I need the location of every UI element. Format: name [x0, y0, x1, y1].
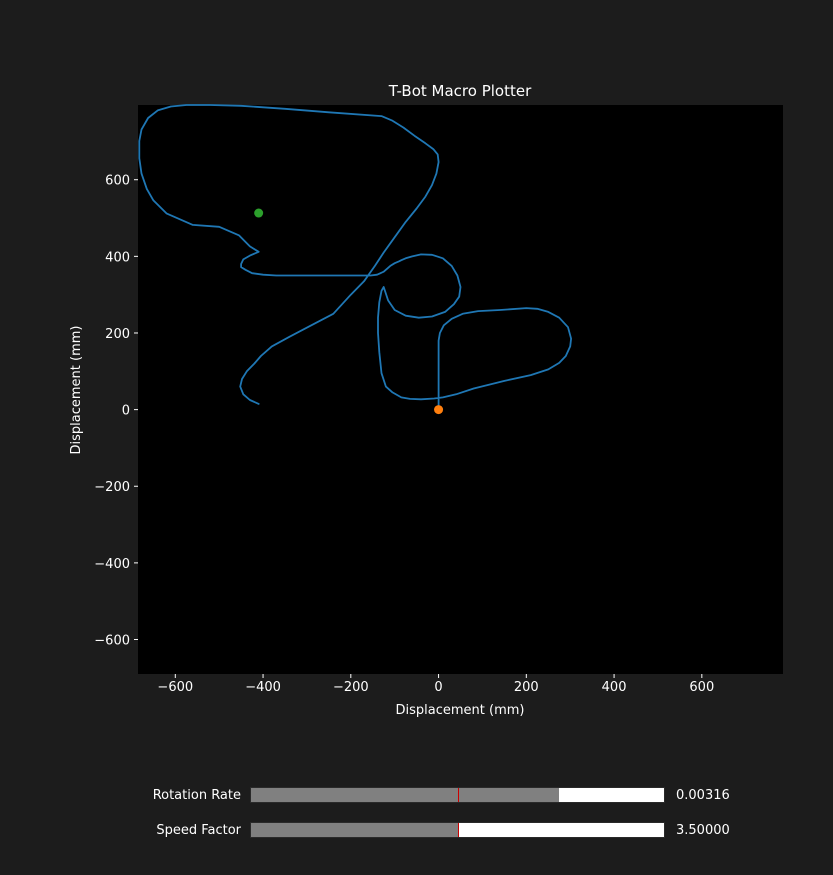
rotation-rate-slider[interactable]	[250, 787, 665, 803]
x-axis-label: Displacement (mm)	[396, 703, 525, 718]
speed-factor-slider-row: Speed Factor 3.50000	[0, 821, 833, 841]
series-layer	[138, 104, 572, 411]
y-tick-label: −600	[94, 634, 130, 649]
rotation-rate-value: 0.00316	[676, 788, 730, 803]
y-tick-label: 400	[105, 250, 130, 265]
speed-factor-value: 3.50000	[676, 823, 730, 838]
x-tick-label: −600	[157, 680, 193, 695]
end-point-marker	[254, 208, 264, 218]
rotation-rate-label: Rotation Rate	[152, 788, 241, 803]
speed-factor-slider[interactable]	[250, 822, 665, 838]
x-tick-label: −400	[245, 680, 281, 695]
rotation-rate-initial-marker	[457, 788, 459, 802]
rotation-rate-slider-row: Rotation Rate 0.00316	[0, 786, 833, 806]
chart-title: T-Bot Macro Plotter	[388, 82, 532, 100]
trajectory-line	[138, 104, 572, 411]
x-tick-label: −200	[333, 680, 369, 695]
x-tick-label: 400	[602, 680, 627, 695]
speed-factor-initial-marker	[457, 823, 459, 837]
speed-factor-label: Speed Factor	[156, 823, 241, 838]
speed-factor-slider-fill	[251, 823, 458, 837]
y-tick-label: −200	[94, 480, 130, 495]
y-axis-label: Displacement (mm)	[69, 326, 84, 455]
rotation-rate-slider-fill	[251, 788, 560, 802]
x-axis-ticks: −600 −400 −200 0 200 400 600	[157, 674, 714, 695]
start-point-marker	[434, 405, 444, 415]
x-tick-label: 200	[514, 680, 539, 695]
y-axis-ticks: −600 −400 −200 0 200 400 600	[94, 174, 138, 649]
y-tick-label: 600	[105, 174, 130, 189]
y-tick-label: −400	[94, 557, 130, 572]
marker-layer	[254, 208, 444, 415]
x-tick-label: 600	[689, 680, 714, 695]
y-tick-label: 0	[122, 404, 130, 419]
x-tick-label: 0	[434, 680, 442, 695]
axes-background	[138, 105, 783, 674]
y-tick-label: 200	[105, 327, 130, 342]
